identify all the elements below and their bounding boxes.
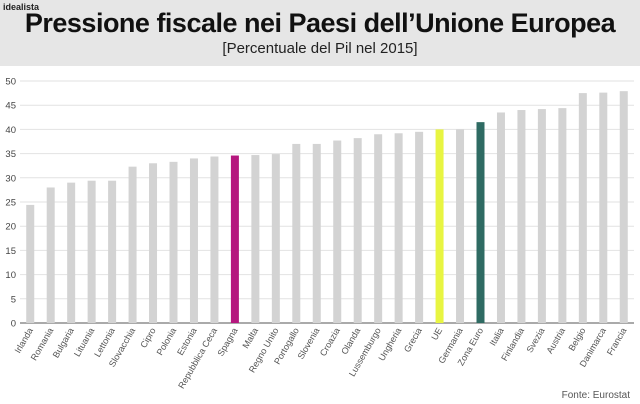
bar [26,204,35,323]
bar [67,182,76,323]
bar [149,163,158,323]
bar [415,131,424,323]
x-tick-label: Austria [544,326,567,355]
y-tick-label: 15 [5,246,16,257]
bar [353,138,362,323]
brand-logo: idealista [3,2,40,12]
bar [558,108,567,323]
chart-title: Pressione fiscale nei Paesi dell’Unione … [24,8,616,38]
y-tick-label: 30 [5,173,16,184]
y-tick-label: 20 [5,222,16,233]
x-tick-label: Grecia [402,326,424,354]
bar [169,161,178,323]
y-tick-label: 45 [5,101,16,112]
bar [108,180,117,323]
x-tick-label: Repubblica Ceca [176,326,219,390]
x-tick-label: Cipro [138,326,157,350]
bar [537,109,546,324]
bar [251,155,260,323]
y-tick-label: 5 [11,294,16,305]
x-tick-label: Francia [605,326,629,357]
bar [435,129,444,323]
bar [374,134,383,323]
y-tick-label: 0 [11,319,16,330]
bar [599,92,608,323]
x-tick-label: Svezia [524,326,546,354]
x-tick-label: Spagna [215,326,239,358]
bar [128,166,137,323]
bar [394,133,403,323]
x-tick-label: UE [429,326,444,342]
x-tick-label: Italia [488,326,506,347]
chart-subtitle: [Percentuale del Pil nel 2015] [222,40,418,57]
x-tick-label: Croazia [318,326,342,358]
bar [476,122,485,323]
bar-chart: 05101520253035404550IrlandaRomaniaBulgar… [5,77,634,390]
bar [517,110,526,323]
bar [312,143,321,323]
y-tick-label: 10 [5,270,16,281]
bar [456,129,465,323]
bar [619,91,628,323]
y-tick-label: 40 [5,125,16,136]
source-note: Fonte: Eurostat [561,390,630,401]
bar [210,156,219,323]
bar [46,187,55,323]
bar [271,154,280,323]
y-tick-label: 25 [5,198,16,209]
bar [578,93,587,323]
bar [292,143,301,323]
y-tick-label: 50 [5,77,16,88]
bar [87,180,96,323]
x-tick-label: Malta [240,326,260,350]
header: idealista Pressione fiscale nei Paesi de… [0,0,640,66]
bar [189,158,198,323]
x-tick-label: Belgio [566,326,587,353]
bar [230,155,239,323]
y-tick-label: 35 [5,149,16,160]
bar [333,140,342,323]
bar [496,112,505,324]
